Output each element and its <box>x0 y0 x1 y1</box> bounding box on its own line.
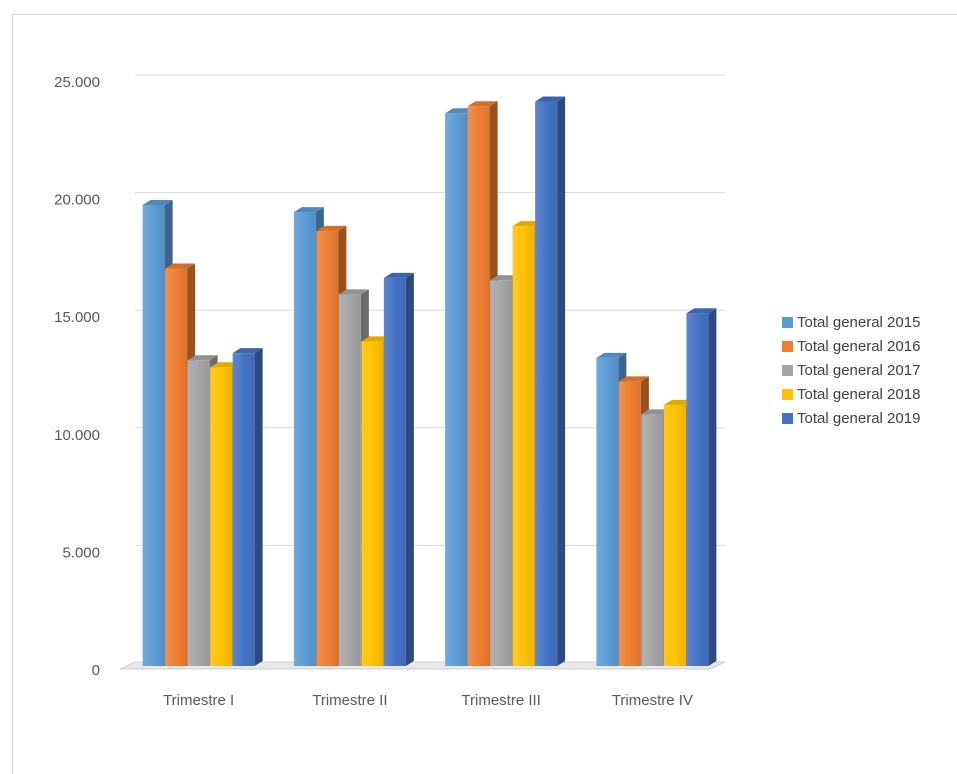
y-tick-label: 5.000 <box>62 544 100 561</box>
bar-front <box>232 353 255 666</box>
bar-top <box>686 308 717 314</box>
bar-top <box>232 348 263 354</box>
bar-top <box>383 272 414 278</box>
bar-side <box>405 272 414 666</box>
bar-top <box>596 352 627 358</box>
x-axis-labels: Trimestre I Trimestre II Trimestre III Trim… <box>163 692 693 709</box>
bar-top <box>535 96 566 102</box>
legend-item: Total general 2018 <box>782 386 920 403</box>
legend-swatch <box>782 389 793 400</box>
bar-front <box>165 268 188 666</box>
bar-front <box>663 404 686 666</box>
bar <box>383 272 414 666</box>
bar-top <box>187 355 218 361</box>
bar-front <box>338 294 361 666</box>
bar-front <box>641 414 664 666</box>
legend-label: Total general 2019 <box>797 410 920 427</box>
bar-front <box>512 226 535 666</box>
legend-swatch <box>782 413 793 424</box>
bar <box>535 96 566 666</box>
legend-label: Total general 2015 <box>797 314 920 331</box>
bar-top <box>165 263 196 269</box>
bar-front <box>535 101 558 666</box>
bar-front <box>293 212 316 666</box>
x-tick-label: Trimestre II <box>312 692 387 709</box>
bar-front <box>210 367 233 666</box>
legend-label: Total general 2018 <box>797 386 920 403</box>
x-tick-label: Trimestre I <box>163 692 234 709</box>
bar <box>686 308 717 666</box>
y-tick-label: 15.000 <box>54 309 100 326</box>
bar-front <box>142 205 165 666</box>
legend-item: Total general 2015 <box>782 314 920 331</box>
bar-top <box>316 225 347 231</box>
legend-label: Total general 2016 <box>797 338 920 355</box>
y-tick-label: 10.000 <box>54 427 100 444</box>
bar-front <box>361 341 384 666</box>
bar-front <box>187 360 210 666</box>
floor-plane <box>119 661 726 670</box>
legend: Total general 2015 Total general 2016 Tota… <box>782 314 920 427</box>
x-tick-label: Trimestre IV <box>612 692 693 709</box>
legend-swatch <box>782 365 793 376</box>
bar-front <box>467 106 490 666</box>
bar-side <box>254 348 263 666</box>
bar <box>232 348 263 666</box>
bar-front <box>445 113 468 666</box>
x-tick-label: Trimestre III <box>461 692 540 709</box>
bars-group <box>142 96 717 666</box>
bar-top <box>467 101 498 107</box>
legend-swatch <box>782 341 793 352</box>
bar-front <box>596 357 619 666</box>
legend-item: Total general 2016 <box>782 338 920 355</box>
bar-side <box>708 308 717 666</box>
y-axis-ticks: 0 5.000 10.000 15.000 20.000 25.000 <box>54 74 100 679</box>
chart-floor <box>119 661 726 670</box>
bar-front <box>490 280 513 666</box>
legend-swatch <box>782 317 793 328</box>
legend-item: Total general 2017 <box>782 362 920 379</box>
y-tick-label: 25.000 <box>54 74 100 91</box>
bar-front <box>686 313 709 666</box>
bar-front <box>383 277 406 666</box>
legend-item: Total general 2019 <box>782 410 920 427</box>
legend-label: Total general 2017 <box>797 362 920 379</box>
bar-top <box>338 289 369 295</box>
y-tick-label: 20.000 <box>54 192 100 209</box>
bar-top <box>618 376 649 382</box>
chart-area <box>12 14 957 774</box>
bar-top <box>142 200 173 206</box>
bar-front <box>316 230 339 666</box>
y-tick-label: 0 <box>92 662 100 679</box>
bar-front <box>618 381 641 666</box>
bar-top <box>293 207 324 213</box>
bar-side <box>557 96 566 666</box>
